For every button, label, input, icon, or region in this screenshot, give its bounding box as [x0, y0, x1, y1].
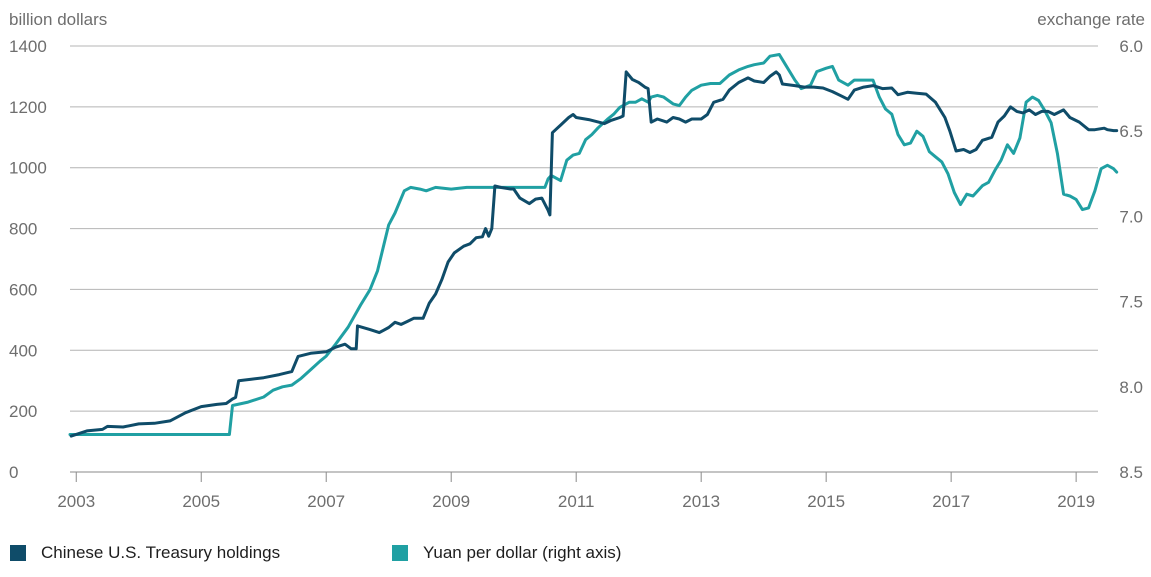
- left-axis-ticks: 0 200 400 600 800 1000 1200 1400: [9, 37, 47, 482]
- left-tick-label: 1200: [9, 98, 47, 117]
- right-tick-label: 8.0: [1119, 378, 1143, 397]
- left-tick-label: 1400: [9, 37, 47, 56]
- legend-label-yuan: Yuan per dollar (right axis): [423, 543, 622, 562]
- right-tick-label: 8.5: [1119, 463, 1143, 482]
- right-tick-label: 6.5: [1119, 122, 1143, 141]
- series-lines: [68, 53, 1119, 438]
- legend-item-yuan: Yuan per dollar (right axis): [392, 543, 621, 563]
- right-axis-title: exchange rate: [1037, 10, 1145, 29]
- left-axis-title: billion dollars: [9, 10, 108, 29]
- x-tick-label: 2017: [932, 492, 970, 511]
- left-tick-label: 400: [9, 341, 37, 360]
- left-tick-label: 600: [9, 280, 37, 299]
- x-tick-label: 2013: [682, 492, 720, 511]
- right-tick-label: 7.5: [1119, 293, 1143, 312]
- legend-item-holdings: Chinese U.S. Treasury holdings: [10, 543, 280, 563]
- x-axis-ticks: 2003 2005 2007 2009 2011 2013 2015 2017 2019: [57, 472, 1095, 511]
- right-tick-label: 6.0: [1119, 37, 1143, 56]
- series-line-holdings: [69, 70, 1119, 438]
- x-tick-label: 2009: [432, 492, 470, 511]
- legend-swatch-yuan: [392, 545, 408, 561]
- gridlines: [70, 45, 1098, 473]
- right-axis-ticks: 6.0 6.5 7.0 7.5 8.0 8.5: [1119, 37, 1143, 482]
- x-tick-label: 2011: [558, 492, 595, 511]
- left-tick-label: 800: [9, 220, 37, 239]
- x-tick-label: 2005: [182, 492, 220, 511]
- series-line-yuan: [68, 53, 1119, 436]
- left-tick-label: 1000: [9, 159, 47, 178]
- right-tick-label: 7.0: [1119, 207, 1143, 226]
- x-tick-label: 2007: [307, 492, 345, 511]
- left-tick-label: 0: [9, 463, 18, 482]
- legend-label-holdings: Chinese U.S. Treasury holdings: [41, 543, 281, 562]
- x-tick-label: 2019: [1057, 492, 1095, 511]
- legend-swatch-holdings: [10, 545, 26, 561]
- x-tick-label: 2003: [57, 492, 95, 511]
- left-tick-label: 200: [9, 402, 37, 421]
- x-tick-label: 2015: [807, 492, 845, 511]
